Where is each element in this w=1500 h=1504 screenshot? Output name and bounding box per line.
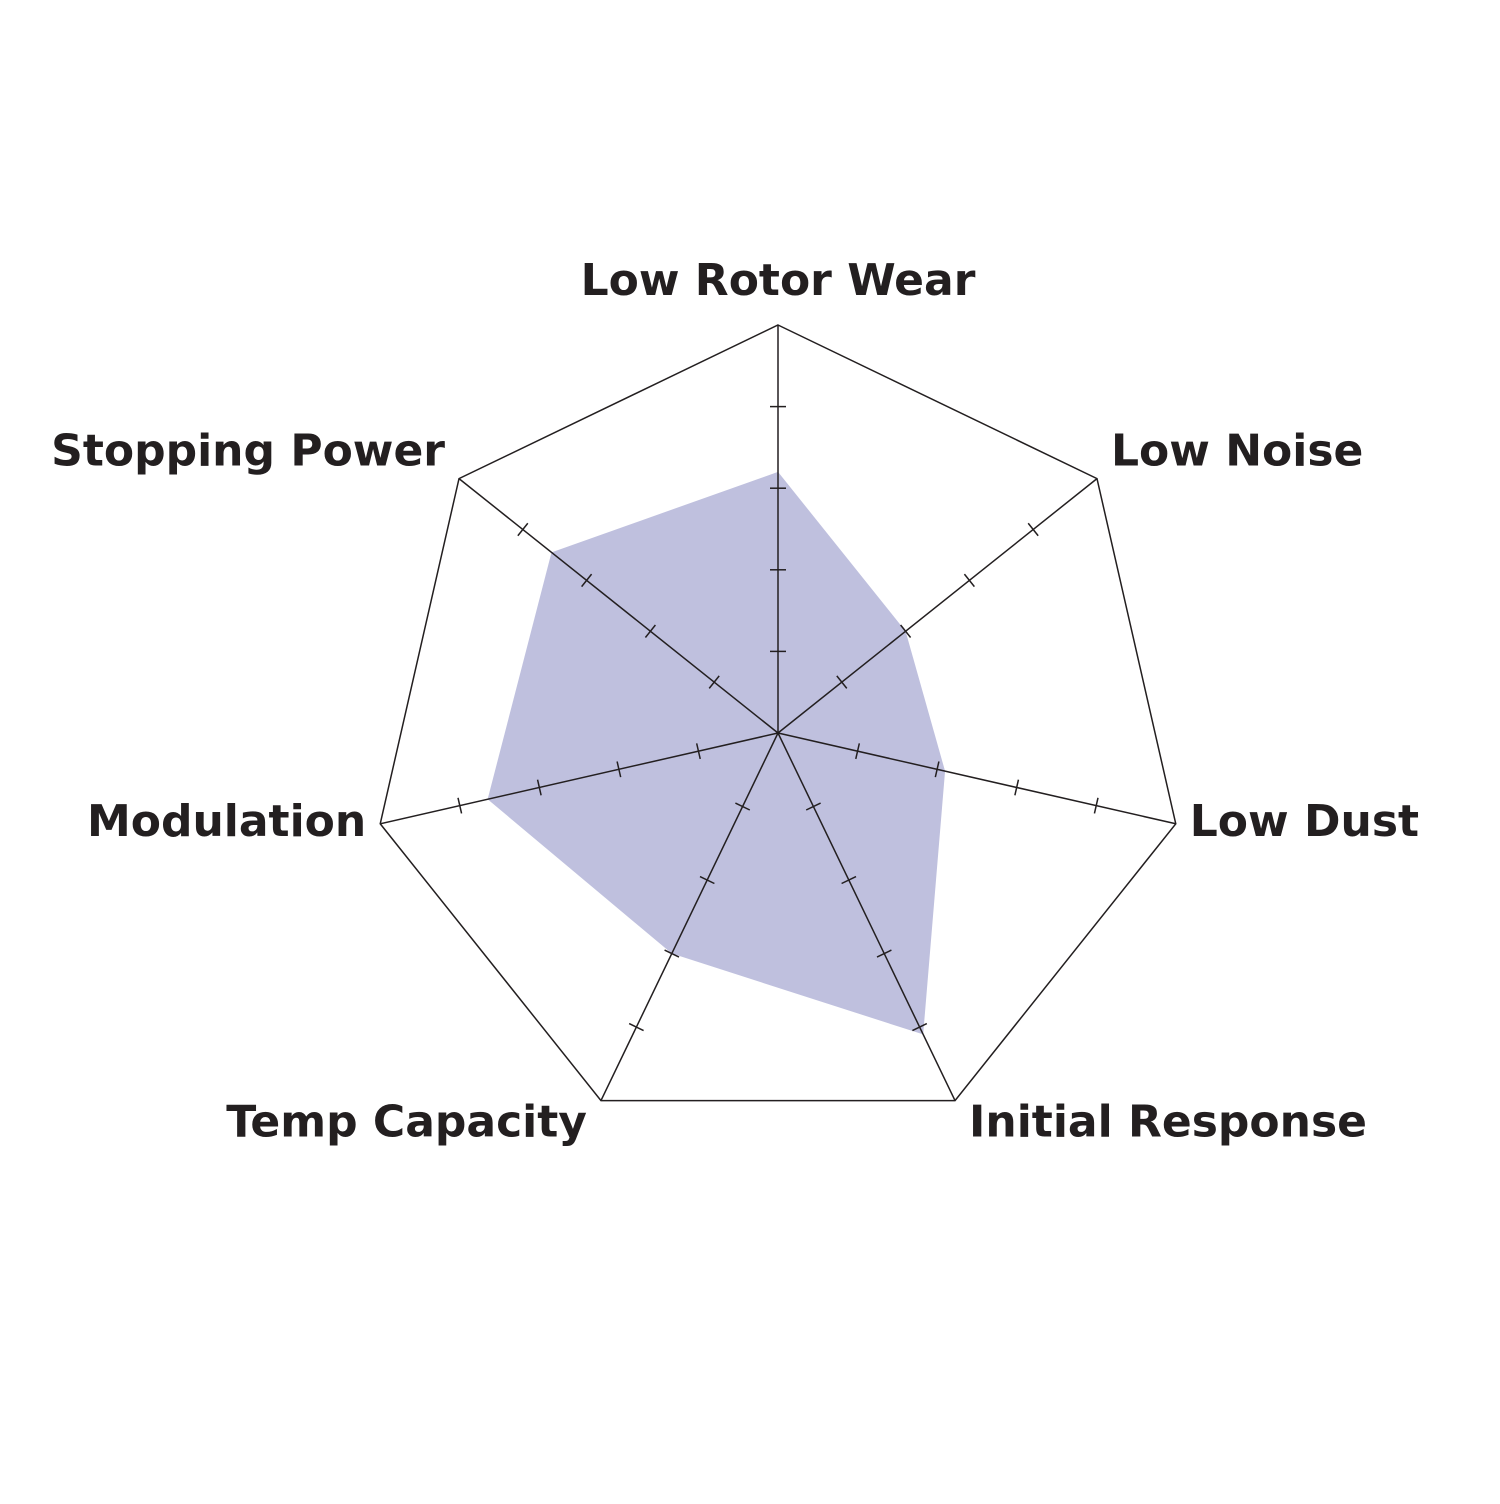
tick-mark [581,573,593,588]
axis-line [777,732,1176,825]
axis-label: Stopping Power [51,426,445,477]
tick-mark [1014,779,1020,796]
tick-mark [841,875,857,885]
axis-label: Modulation [87,796,366,847]
tick-mark [963,573,975,588]
tick-mark [900,624,912,638]
tick-mark [708,675,720,689]
tick-mark [836,675,848,689]
tick-mark [855,743,861,760]
tick-mark [805,802,821,811]
tick-mark [735,802,751,811]
axis-line [380,732,779,825]
outer-ring [379,324,1177,1102]
tick-mark [664,949,680,958]
axis-line [600,732,779,1101]
axis-line [777,732,956,1101]
tick-mark [695,743,701,760]
axis-line [777,478,1098,734]
tick-mark [1093,797,1099,814]
data-area [487,471,946,1035]
tick-mark [1027,522,1039,537]
tick-mark [536,779,542,796]
axis-label: Low Noise [1111,426,1363,477]
tick-mark [934,761,940,778]
tick-mark [644,624,656,638]
tick-mark [912,1022,928,1032]
axis-label: Low Dust [1190,796,1419,847]
tick-mark [616,761,622,778]
tick-mark [457,797,463,814]
axis-label: Initial Response [969,1097,1367,1148]
axis-label: Low Rotor Wear [581,255,976,306]
axis-line [458,478,779,734]
tick-mark [699,875,715,885]
tick-mark [876,949,892,958]
axis-label: Temp Capacity [226,1097,587,1148]
tick-mark [517,522,529,537]
tick-mark [628,1022,644,1032]
